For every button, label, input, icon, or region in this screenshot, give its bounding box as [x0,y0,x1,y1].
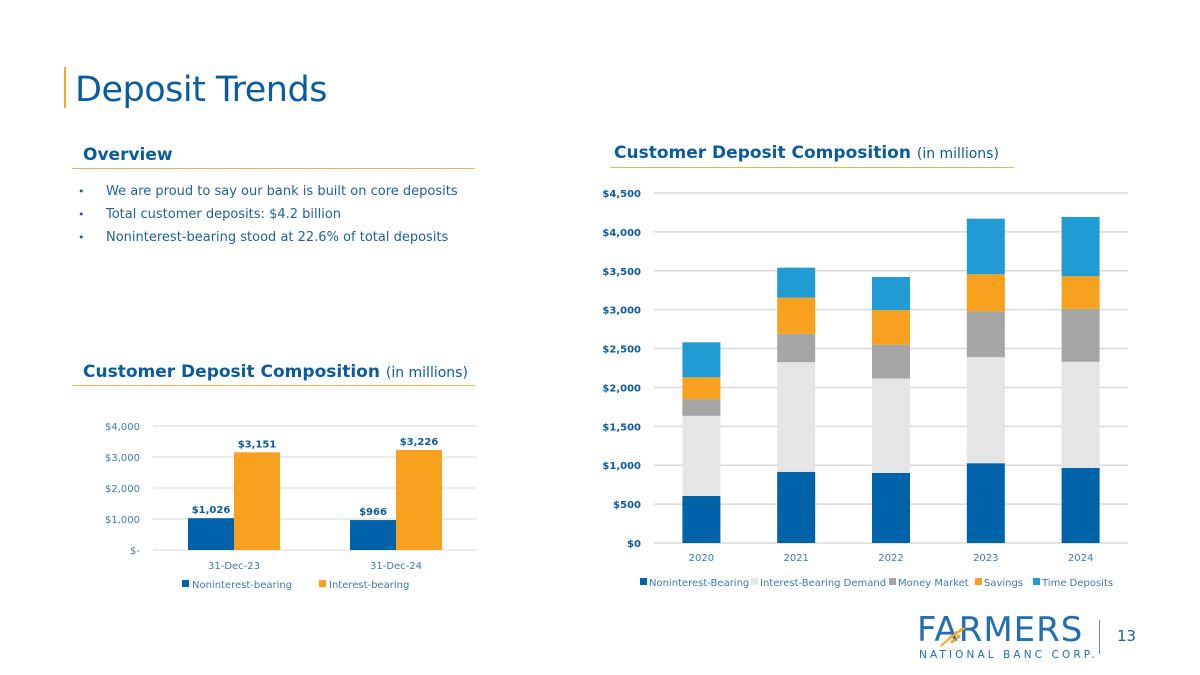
y-tick-label: $2,500 [602,345,641,356]
y-tick-label: $500 [613,500,641,511]
legend-label: Noninterest-Bearing [649,578,749,589]
right-chart-subtitle: (in millions) [916,146,999,162]
overview-rule [72,168,475,169]
right-chart-title: Customer Deposit Composition (in million… [614,143,999,163]
bar-interest-bearing [234,452,280,550]
left-chart-rule [72,385,475,386]
y-tick-label: $3,000 [602,306,641,317]
stack-segment-interest-bearing-demand [777,362,816,472]
stack-segment-money-market [872,344,910,379]
legend-swatch [975,578,982,585]
stack-segment-noninterest-bearing [1061,467,1100,543]
y-tick-label: $1,000 [105,515,140,526]
stack-segment-interest-bearing-demand [966,357,1005,464]
footer-divider [1099,620,1100,654]
bullet-item: • We are proud to say our bank is built o… [78,180,458,203]
x-tick-label: 2023 [973,553,998,564]
y-tick-label: $2,000 [105,484,140,495]
wheat-icon [940,627,966,647]
stack-segment-interest-bearing-demand [872,378,910,473]
stack-segment-savings [682,377,721,400]
legend-label: Money Market [898,578,969,589]
x-tick-label: 2022 [878,553,903,564]
stack-segment-money-market [1061,308,1100,362]
bar-interest-bearing [396,449,442,550]
legend-swatch [640,578,647,585]
data-label: $3,226 [400,437,439,448]
data-label: $3,151 [238,439,277,450]
bullet-icon: • [78,231,85,244]
stack-segment-money-market [966,311,1005,358]
legend-swatch [182,580,189,587]
stack-segment-savings [777,297,816,334]
stack-segment-money-market [682,399,721,416]
legend-label: Noninterest-bearing [192,580,292,591]
bar-noninterest-bearing [188,518,234,550]
page-title: Deposit Trends [75,70,327,110]
data-label: $966 [359,507,387,518]
y-tick-label: $- [130,546,140,557]
title-accent-bar [64,67,66,108]
company-logo: FARMERS NATIONAL BANC CORP. [915,612,1095,662]
overview-bullets: • We are proud to say our bank is built o… [78,180,458,249]
legend-label: Interest-bearing [329,580,409,591]
right-chart-rule [610,167,1014,168]
y-tick-label: $1,500 [602,422,641,433]
logo-tagline: NATIONAL BANC CORP. [919,649,1098,661]
legend-label: Time Deposits [1041,578,1113,589]
overview-heading: Overview [83,145,173,165]
stack-segment-time-deposits [682,342,721,378]
y-tick-label: $3,000 [105,453,140,464]
left-chart-subtitle: (in millions) [385,365,468,381]
y-tick-label: $1,000 [602,461,641,472]
stack-segment-noninterest-bearing [872,473,910,543]
stack-segment-money-market [777,333,816,363]
legend-swatch [751,578,758,585]
stack-segment-noninterest-bearing [682,495,721,543]
bullet-icon: • [78,185,85,198]
y-tick-label: $2,000 [602,383,641,394]
x-tick-label: 2020 [689,553,714,564]
x-tick-label: 31-Dec-23 [208,561,260,572]
legend-swatch [319,580,326,587]
stack-segment-savings [966,274,1005,312]
stack-segment-savings [1061,276,1100,309]
stack-segment-time-deposits [872,277,910,311]
stack-segment-interest-bearing-demand [682,415,721,496]
bullet-icon: • [78,208,85,221]
legend-swatch [1033,578,1040,585]
bullet-item: • Noninterest-bearing stood at 22.6% of t… [78,226,458,249]
y-tick-label: $0 [627,539,641,550]
x-tick-label: 2024 [1068,553,1093,564]
data-label: $1,026 [192,505,231,516]
bar-noninterest-bearing [350,520,396,550]
y-tick-label: $4,500 [602,189,641,200]
y-tick-label: $4,000 [105,422,140,433]
legend-swatch [889,578,896,585]
y-tick-label: $4,000 [602,228,641,239]
stack-segment-time-deposits [966,218,1005,275]
bullet-item: • Total customer deposits: $4.2 billion [78,203,458,226]
stack-segment-interest-bearing-demand [1061,361,1100,468]
page-number: 13 [1117,627,1137,645]
stack-segment-time-deposits [1061,216,1100,277]
y-tick-label: $3,500 [602,267,641,278]
legend-label: Savings [984,578,1023,589]
left-chart-title: Customer Deposit Composition (in million… [83,362,468,382]
stack-segment-time-deposits [777,267,816,298]
stack-segment-noninterest-bearing [966,463,1005,543]
legend-label: Interest-Bearing Demand [760,578,886,589]
x-tick-label: 31-Dec-24 [370,561,422,572]
stack-segment-savings [872,310,910,345]
x-tick-label: 2021 [783,553,808,564]
stack-segment-noninterest-bearing [777,471,816,543]
